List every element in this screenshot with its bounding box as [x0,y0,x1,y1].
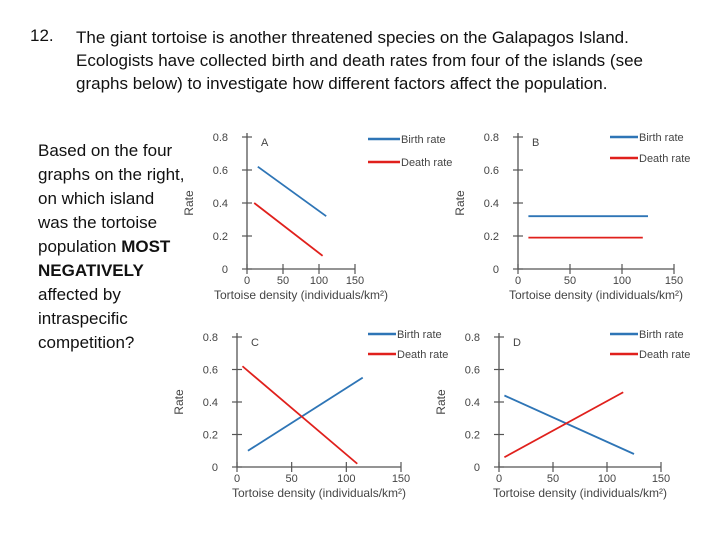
y-axis-label: Rate [453,190,467,216]
legend-label: Death rate [397,349,448,361]
chart-title: C [251,337,259,349]
x-tick-label: 150 [392,473,410,485]
y-axis-label: Rate [434,389,448,415]
x-tick-label: 100 [598,473,616,485]
legend-label: Death rate [401,157,452,169]
question-number: 12. [30,26,54,45]
x-tick-label: 50 [286,473,298,485]
y-tick-label: 0.6 [203,365,218,377]
x-tick-label: 0 [244,275,250,287]
y-tick-label: 0 [474,462,480,474]
y-tick-label: 0.2 [484,231,499,243]
death-rate-line [241,365,358,465]
x-tick-label: 0 [515,275,521,287]
y-tick-label: 0.2 [465,430,480,442]
x-axis-label: Tortoise density (individuals/km²) [493,486,667,500]
y-tick-label: 0.6 [465,365,480,377]
birth-rate-line [257,165,327,217]
question-prompt: Based on the four graphs on the right, o… [38,139,188,355]
x-tick-label: 0 [496,473,502,485]
y-tick-label: 0.2 [203,430,218,442]
y-axis-label: Rate [182,190,196,216]
y-tick-label: 0.6 [484,165,499,177]
chart-title: A [261,137,269,149]
x-axis-label: Tortoise density (individuals/km²) [509,288,683,302]
birth-rate-line [504,394,635,455]
chart-title: B [532,137,539,149]
x-axis-label: Tortoise density (individuals/km²) [214,288,388,302]
y-tick-label: 0.2 [213,231,228,243]
legend-label: Birth rate [401,134,446,146]
legend-label: Birth rate [639,132,684,144]
x-tick-label: 150 [665,275,683,287]
y-tick-label: 0.8 [203,332,218,344]
legend-label: Death rate [639,153,690,165]
y-tick-label: 0.8 [484,132,499,144]
y-tick-label: 0.8 [213,132,228,144]
birth-rate-line [247,376,364,452]
death-rate-line [253,202,324,257]
x-tick-label: 150 [346,275,364,287]
death-rate-line [503,391,624,459]
x-tick-label: 100 [310,275,328,287]
prompt-start: Based on the four graphs on the right, o… [38,141,185,256]
x-tick-label: 150 [652,473,670,485]
prompt-end: affected by intraspecific competition? [38,285,135,352]
x-tick-label: 100 [337,473,355,485]
legend-label: Death rate [639,349,690,361]
y-tick-label: 0.4 [484,198,499,210]
x-tick-label: 100 [613,275,631,287]
y-axis-label: Rate [172,389,186,415]
y-tick-label: 0.4 [203,397,218,409]
question-text: The giant tortoise is another threatened… [76,28,643,93]
y-tick-label: 0 [212,462,218,474]
y-tick-label: 0.8 [465,332,480,344]
legend-label: Birth rate [639,329,684,341]
chart-title: D [513,337,521,349]
y-tick-label: 0 [493,264,499,276]
y-tick-label: 0.4 [465,397,480,409]
x-tick-label: 0 [234,473,240,485]
y-tick-label: 0.6 [213,165,228,177]
x-tick-label: 50 [564,275,576,287]
legend-label: Birth rate [397,329,442,341]
y-tick-label: 0.4 [213,198,228,210]
x-tick-label: 50 [277,275,289,287]
prompt-emphasis: MOST NEGATIVELY [38,237,171,280]
x-axis-label: Tortoise density (individuals/km²) [232,486,406,500]
y-tick-label: 0 [222,264,228,276]
x-tick-label: 50 [547,473,559,485]
